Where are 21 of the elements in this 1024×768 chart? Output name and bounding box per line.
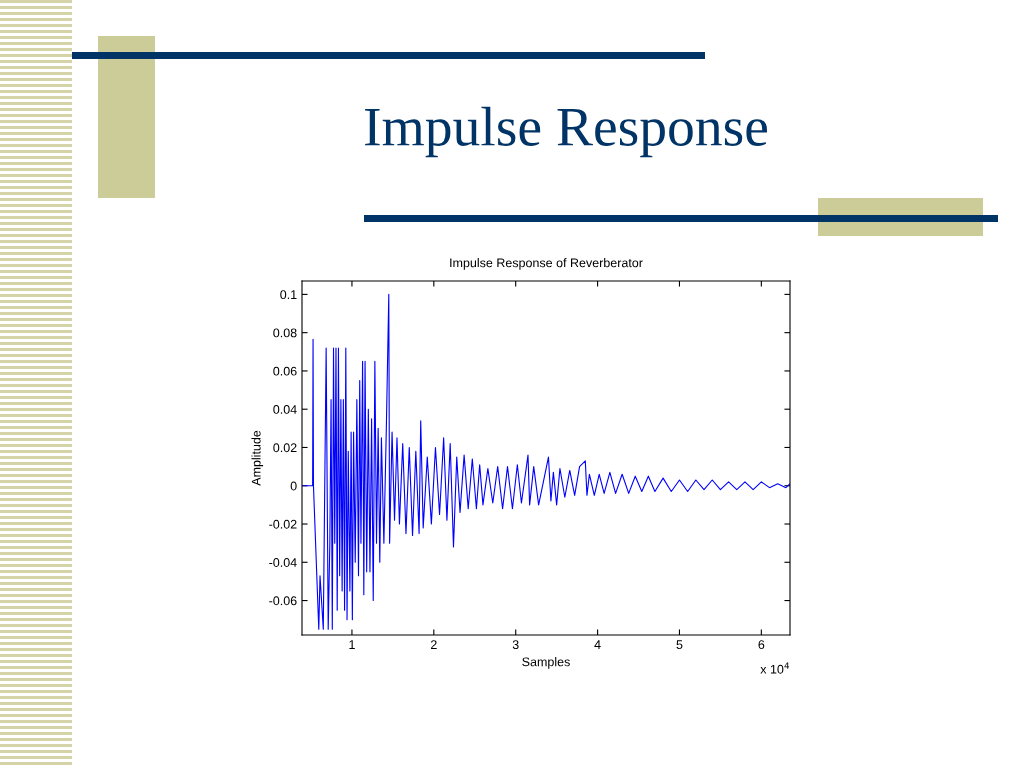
y-tick-label: 0.1 xyxy=(280,290,297,300)
y-tick-label: 0.06 xyxy=(273,366,297,376)
y-tick-label: 0.04 xyxy=(273,405,297,414)
chart-subtitle: Impulse Response of Reverberator xyxy=(450,258,643,270)
y-tick-label: -0.06 xyxy=(269,596,297,606)
text: x 10$^{4}$ xyxy=(760,662,790,674)
y-tick-label: 0.02 xyxy=(273,443,297,453)
y-tick-label: -0.02 xyxy=(269,519,297,529)
x-tick-label: 5 xyxy=(676,640,683,650)
x-axis-title: Samples xyxy=(522,657,570,669)
x-tick-label: 4 xyxy=(594,640,601,649)
y-tick-label: -0.04 xyxy=(269,558,297,567)
y-axis-title: Amplitude xyxy=(251,430,264,486)
y-tick-label: 0.08 xyxy=(273,328,297,338)
x-tick-label: 3 xyxy=(512,640,519,650)
chart-title: Impulse Response xyxy=(365,106,767,158)
x-tick-label: 6 xyxy=(758,640,765,650)
x-tick-label: 2 xyxy=(430,640,437,649)
line-series xyxy=(302,293,790,630)
y-tick-label: 0 xyxy=(290,481,297,491)
x-tick-label: 1 xyxy=(349,640,355,649)
